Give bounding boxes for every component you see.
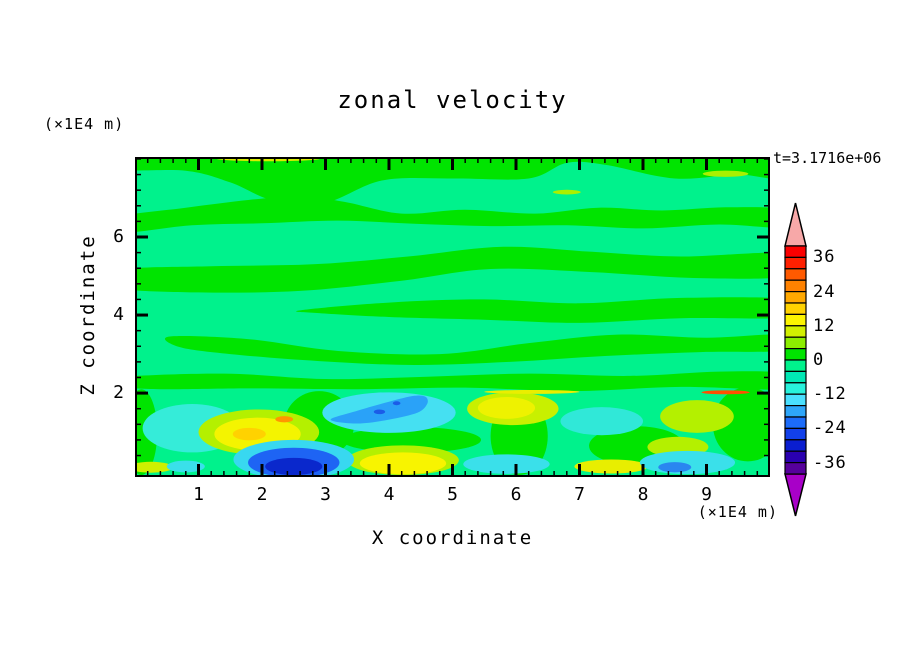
patch-yellow-bottom-mid	[359, 452, 447, 475]
x-tick-label-1: 1	[193, 484, 204, 505]
y-axis-unit: (×1E4 m)	[44, 115, 125, 133]
patch-cyan-bottom-corner	[166, 460, 205, 473]
colorbar-segment	[784, 245, 807, 258]
band-green-3	[135, 246, 770, 293]
colorbar-label-12: 12	[813, 315, 836, 336]
sliver-yellow-z2	[484, 389, 580, 394]
patch-yellowgreen-right-upper	[660, 400, 734, 433]
x-tick-label-5: 5	[447, 484, 458, 505]
colorbar-segment	[784, 462, 807, 475]
colorbar-segment	[784, 313, 807, 327]
colorbar-segment	[784, 450, 807, 464]
colorbar-segment	[784, 393, 807, 407]
x-tick-label-2: 2	[256, 484, 268, 505]
colorbar-label-24: 24	[813, 281, 836, 302]
spot-blue-bottom-right	[658, 462, 692, 473]
z-tick-label-4: 4	[113, 304, 124, 326]
contour-plot	[135, 157, 770, 477]
patch-darkblue-bottom-core	[265, 457, 323, 476]
x-axis-label: X coordinate	[371, 527, 534, 549]
x-tick-label-6: 6	[510, 484, 522, 505]
colorbar-segment	[784, 325, 807, 338]
colorbar-segment	[784, 405, 807, 418]
colorbar-label-0: 0	[813, 350, 825, 370]
colorbar-label-36: 36	[813, 247, 836, 268]
colorbar-segment	[784, 439, 807, 452]
band-green-top	[135, 157, 770, 205]
patch-teal-right	[560, 407, 643, 436]
colorbar-over-arrow	[784, 202, 807, 247]
colorbar-segment	[784, 370, 807, 384]
colorbar-segment	[784, 279, 807, 293]
x-tick-label-7: 7	[574, 484, 585, 505]
z-tick-label-2: 2	[113, 382, 124, 404]
patch-cyan-bottom-mid	[463, 454, 550, 474]
colorbar	[784, 202, 807, 517]
x-axis-unit: (×1E4 m)	[697, 503, 778, 521]
colorbar-segment	[784, 359, 807, 372]
sliver-chartreuse-upper-right	[702, 170, 749, 177]
dot-blue-mid-1	[373, 409, 386, 415]
colorbar-segment	[784, 256, 807, 270]
x-tick-label-8: 8	[637, 484, 649, 505]
band-green-2	[135, 195, 770, 233]
colorbar-segment	[784, 416, 807, 429]
colorbar-segment	[784, 348, 807, 361]
patch-yellowgreen-bottom-corner	[135, 461, 174, 473]
patch-skyblue-mid	[330, 395, 428, 424]
band-green-4	[296, 297, 770, 323]
blob-green-bottom-2	[341, 427, 482, 453]
band-green-6	[135, 371, 770, 392]
dot-blue-mid-2	[392, 401, 401, 406]
patch-yellow-mid-right-core	[477, 397, 536, 419]
x-tick-label-9: 9	[701, 484, 712, 505]
colorbar-segment	[784, 382, 807, 395]
sliver-red-z2	[701, 390, 750, 395]
colorbar-under-arrow	[784, 473, 807, 517]
x-tick-label-3: 3	[320, 484, 331, 505]
colorbar-segment	[784, 336, 807, 350]
plot-border	[135, 157, 770, 477]
colorbar-segment	[784, 290, 807, 304]
spot-orange-left	[275, 416, 294, 423]
band-green-5	[165, 334, 770, 366]
blob-green-bottom-5	[712, 387, 770, 462]
page-title: zonal velocity	[337, 86, 568, 114]
z-tick-label-6: 6	[113, 226, 124, 247]
colorbar-label--36: -36	[813, 452, 847, 473]
sliver-chartreuse-mid-top	[552, 189, 581, 195]
colorbar-label--24: -24	[813, 418, 847, 439]
colorbar-label--12: -12	[813, 384, 847, 405]
colorbar-segment	[784, 427, 807, 441]
colorbar-segment	[784, 268, 807, 281]
patch-yellow-bottom-right	[574, 459, 649, 474]
time-annotation: t=3.1716e+06	[773, 149, 882, 167]
patch-gold-left-center	[232, 427, 266, 441]
x-tick-label-4: 4	[383, 484, 395, 505]
colorbar-segment	[784, 302, 807, 315]
contour-field	[135, 157, 770, 477]
patch-cyan-bottom-right	[639, 450, 736, 475]
